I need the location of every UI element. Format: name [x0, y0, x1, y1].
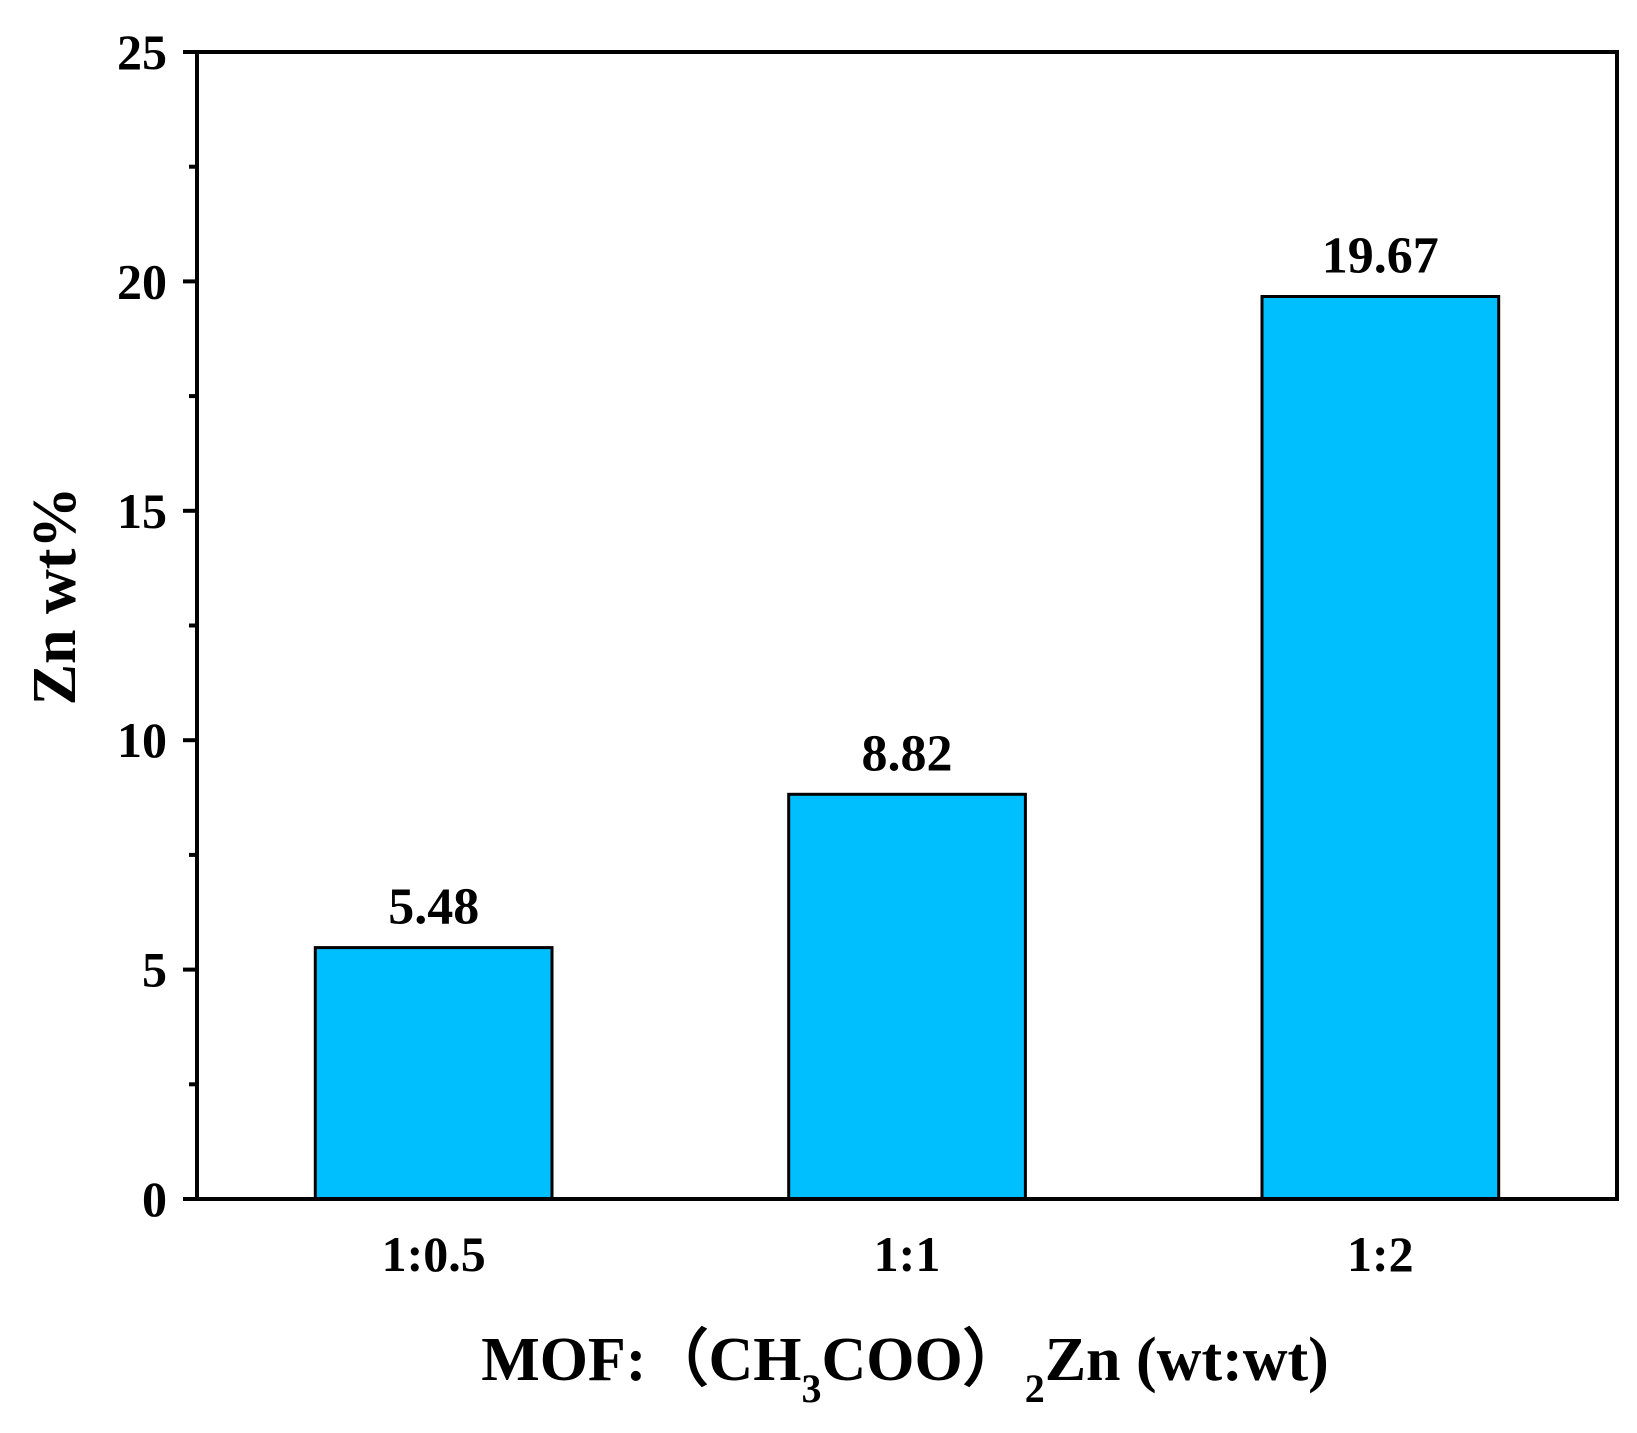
y-tick-label-20: 20	[117, 253, 167, 309]
x-tick-label-2: 1:1	[874, 1226, 941, 1282]
data-label-1: 5.48	[388, 879, 479, 936]
bars-group	[313, 295, 1501, 1201]
x-axis-title-middle: COO）	[821, 1324, 1024, 1394]
value-labels-group: 5.48 8.82 19.67	[388, 228, 1439, 936]
x-tick-label-3: 1:2	[1347, 1226, 1414, 1282]
y-axis-title: Zn wt%	[21, 487, 89, 706]
y-tick-label-15: 15	[117, 483, 167, 539]
x-axis-title-subscript-2: 2	[1025, 1366, 1045, 1411]
plot-frame	[195, 50, 1619, 1201]
y-ticks-group: 0 5 10 15 20 25	[117, 24, 197, 1227]
y-tick-label-0: 0	[142, 1171, 167, 1227]
bar-2	[787, 792, 1027, 1201]
x-axis-title-prefix: MOF:（CH	[481, 1324, 801, 1394]
y-tick-label-25: 25	[117, 24, 167, 80]
bar-1	[313, 946, 554, 1201]
x-axis-title: MOF:（CH3COO）2Zn (wt:wt)	[481, 1324, 1329, 1411]
bar-3	[1260, 295, 1501, 1201]
x-axis-title-subscript-1: 3	[801, 1366, 821, 1411]
x-ticks-group: 1:0.5 1:1 1:2	[382, 1226, 1414, 1282]
data-label-3: 19.67	[1322, 228, 1439, 285]
x-axis-title-suffix: Zn (wt:wt)	[1045, 1326, 1329, 1394]
data-label-2: 8.82	[862, 725, 953, 782]
y-tick-label-10: 10	[117, 712, 167, 768]
x-tick-label-1: 1:0.5	[382, 1226, 486, 1282]
y-tick-label-5: 5	[142, 942, 167, 998]
